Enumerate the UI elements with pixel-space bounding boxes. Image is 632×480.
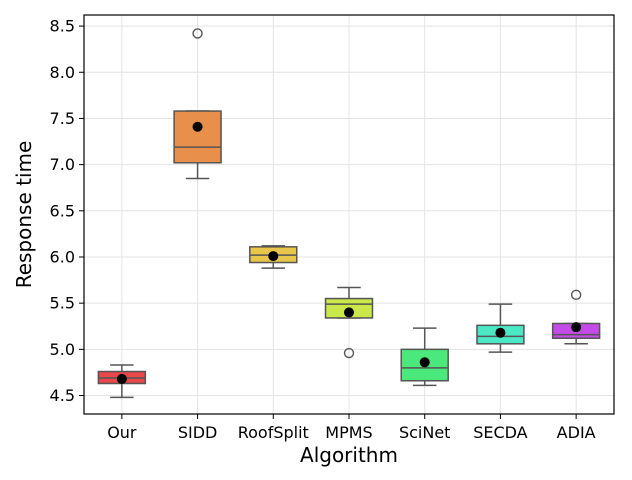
y-tick-label: 8.0 [50, 63, 75, 82]
x-tick-label: MPMS [325, 423, 372, 442]
y-tick-label: 6.0 [50, 247, 75, 266]
mean-point [192, 121, 203, 132]
mean-point [268, 251, 279, 262]
x-axis-title: Algorithm [300, 443, 398, 467]
y-ticks: 4.5 5.0 5.5 6.0 6.5 7.0 7.5 8.0 8.5 [50, 17, 84, 405]
box-secda [476, 303, 525, 353]
x-ticks: Our SIDD RoofSplit MPMS SciNet SECDA ADIA [107, 414, 596, 442]
x-tick-label: SIDD [178, 423, 218, 442]
box-our [97, 364, 147, 399]
box-scinet [400, 327, 449, 387]
box-body [173, 110, 222, 164]
box-sidd [173, 28, 222, 180]
boxes [97, 28, 601, 399]
x-tick-label: SciNet [399, 423, 450, 442]
y-tick-label: 4.5 [50, 386, 75, 405]
mean-point [116, 373, 127, 384]
mean-point [495, 327, 506, 338]
x-tick-label: SECDA [473, 423, 527, 442]
x-tick-label: Our [107, 423, 137, 442]
box-roofsplit [249, 245, 298, 269]
y-tick-label: 7.0 [50, 155, 75, 174]
y-tick-label: 8.5 [50, 17, 75, 36]
mean-point [344, 307, 354, 318]
grid [84, 15, 614, 414]
x-tick-label: RoofSplit [238, 423, 309, 442]
box-mpms [324, 286, 374, 359]
mean-point [419, 357, 430, 368]
y-tick-label: 7.5 [50, 109, 75, 128]
mean-point [571, 322, 582, 333]
x-tick-label: ADIA [557, 423, 596, 442]
y-axis-title: Response time [12, 141, 36, 289]
y-tick-label: 6.5 [50, 201, 75, 220]
outlier-point [570, 289, 582, 301]
y-tick-label: 5.5 [50, 294, 75, 313]
outlier-point [192, 28, 203, 39]
box-adia [551, 289, 601, 345]
box-body [400, 348, 449, 382]
outlier-point [343, 347, 355, 359]
y-tick-label: 5.0 [50, 340, 75, 359]
